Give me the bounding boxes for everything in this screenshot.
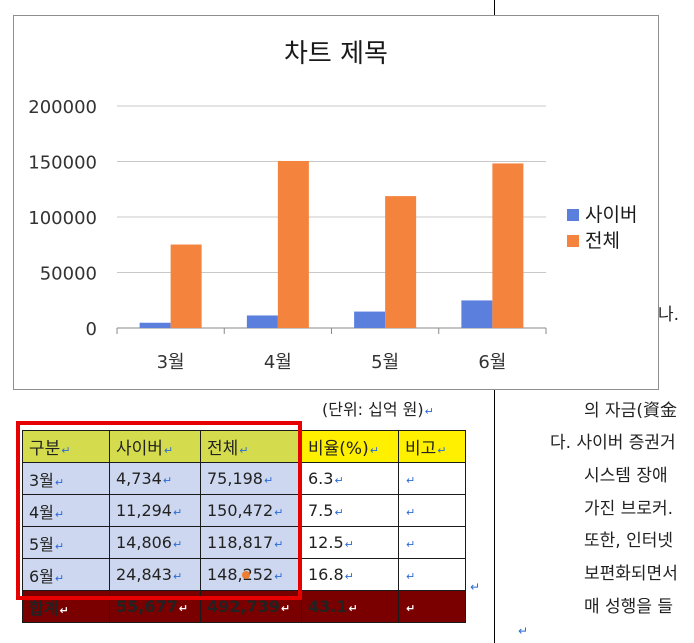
table-cell: 7.5↵ [301, 494, 399, 527]
legend-swatch [567, 235, 579, 247]
table-cell: 150,472↵ [200, 494, 302, 527]
paragraph-mark: ↵ [470, 580, 481, 594]
table-cell: 3월↵ [22, 462, 110, 495]
table-cell: 4,734↵ [109, 462, 201, 495]
header-cell: 전체↵ [200, 430, 302, 463]
table-cell: 55,677↵ [109, 590, 201, 623]
table-cell: ↵ [398, 462, 466, 495]
table-cell: 5월↵ [22, 526, 110, 559]
table-cell: 148,252↵ [200, 558, 302, 591]
table-cell: 118,817↵ [200, 526, 302, 559]
x-tick-label: 6월 [478, 352, 506, 373]
table-row: 5월↵ 14,806↵ 118,817↵ 12.5↵ ↵ [22, 526, 466, 559]
table-row: 3월↵ 4,734↵ 75,198↵ 6.3↵ ↵ [22, 462, 466, 495]
body-text-line: 시스템 장애 [584, 466, 668, 486]
cursor-dot [242, 571, 250, 579]
table-cell: 492,739↵ [200, 590, 302, 623]
table-cell: 16.8↵ [301, 558, 399, 591]
table-cell: 4월↵ [22, 494, 110, 527]
legend-swatch [567, 209, 579, 221]
chart-container[interactable]: 차트 제목 0 50000 100000 150000 200000 3월 4월 5월 6월 사이버… [13, 15, 659, 390]
bar-total [492, 163, 524, 328]
table-total-row: 합계↵ 55,677↵ 492,739↵ 43.1↵ ↵ [22, 590, 466, 623]
body-text-line: 매 성행을 들 [584, 597, 674, 617]
table-cell: ↵ [398, 494, 466, 527]
table-cell: 6월↵ [22, 558, 110, 591]
paragraph-mark: ↵ [518, 624, 529, 638]
table-cell: 75,198↵ [200, 462, 302, 495]
table-cell: 24,843↵ [109, 558, 201, 591]
unit-note: (단위: 십억 원)↵ [322, 400, 434, 419]
body-text-line: 또한, 인터넷 [584, 531, 674, 551]
x-tick-label: 4월 [264, 352, 292, 373]
y-tick-label: 50000 [40, 264, 97, 285]
bar-total [170, 244, 202, 328]
table-cell: ↵ [398, 526, 466, 559]
bar-total [385, 196, 417, 328]
x-tick-label: 5월 [371, 352, 399, 373]
bar-chart: 차트 제목 0 50000 100000 150000 200000 3월 4월 5월 6월 사이버… [28, 39, 637, 373]
header-cell: 비율(%)↵ [301, 430, 399, 463]
table-cell: ↵ [398, 558, 466, 591]
table-row: 6월↵ 24,843↵ 148,252↵ 16.8↵ ↵ [22, 558, 466, 591]
body-text-line: 다. 사이버 증권거 [550, 433, 676, 453]
chart-title: 차트 제목 [284, 39, 388, 69]
table-cell: 6.3↵ [301, 462, 399, 495]
body-text-line: 나. [658, 305, 680, 325]
data-table[interactable]: 구분↵ 사이버↵ 전체↵ 비율(%)↵ 비고↵ 3월↵ 4,734↵ 75,19… [22, 430, 466, 623]
legend-label: 전체 [585, 230, 620, 252]
body-text-line: 가진 브로커. [584, 499, 674, 519]
x-tick-label: 3월 [157, 352, 185, 373]
header-cell: 비고↵ [398, 430, 466, 463]
y-tick-label: 200000 [28, 97, 97, 118]
y-tick-label: 0 [86, 319, 97, 340]
bar-cyber [139, 322, 171, 328]
table-cell: 합계↵ [22, 590, 110, 623]
table-cell: ↵ [398, 590, 466, 623]
y-tick-label: 100000 [28, 208, 97, 229]
table-cell: 14,806↵ [109, 526, 201, 559]
header-cell: 구분↵ [22, 430, 110, 463]
table-header-row: 구분↵ 사이버↵ 전체↵ 비율(%)↵ 비고↵ [22, 430, 466, 463]
bar-cyber [461, 300, 493, 328]
y-tick-label: 150000 [28, 153, 97, 174]
table-cell: 11,294↵ [109, 494, 201, 527]
body-text-line: 보편화되면서 [584, 564, 678, 584]
header-cell: 사이버↵ [109, 430, 201, 463]
bar-cyber [354, 311, 386, 328]
legend-label: 사이버 [585, 204, 637, 226]
table-cell: 43.1↵ [301, 590, 399, 623]
bar-total [277, 160, 309, 328]
bar-cyber [246, 315, 278, 328]
table-row: 4월↵ 11,294↵ 150,472↵ 7.5↵ ↵ [22, 494, 466, 527]
body-text-line: 의 자금(資金 [584, 401, 677, 421]
table-cell: 12.5↵ [301, 526, 399, 559]
